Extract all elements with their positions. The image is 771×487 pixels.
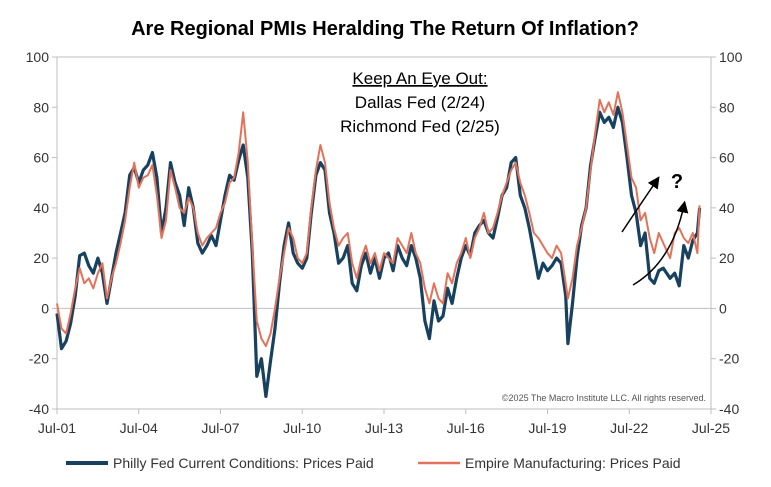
x-axis: Jul-01 Jul-04 Jul-07 Jul-10 Jul-13 Jul-16 Jul-… bbox=[38, 409, 730, 436]
y-tick-label-left: 0 bbox=[41, 300, 49, 316]
x-tick-label: Jul-19 bbox=[528, 420, 566, 436]
y-tick-label-left: 20 bbox=[33, 250, 49, 266]
series-layer bbox=[55, 91, 702, 398]
copyright-notice: ©2025 The Macro Institute LLC. All right… bbox=[502, 393, 706, 403]
trend-arrow-lower bbox=[632, 200, 689, 286]
legend: Philly Fed Current Conditions: Prices Pa… bbox=[66, 455, 681, 471]
y-axis-left: 100 80 60 40 20 0 -20 -40 bbox=[26, 49, 57, 417]
series-line-philly-fed bbox=[55, 105, 702, 398]
annotation: Keep An Eye Out: Dallas Fed (2/24) Richm… bbox=[340, 69, 500, 136]
y-tick-label-right: -40 bbox=[719, 401, 739, 417]
y-tick-label-left: 100 bbox=[26, 49, 50, 65]
trend-arrow-upper bbox=[621, 176, 660, 233]
x-tick-label: Jul-25 bbox=[692, 420, 730, 436]
y-tick-label-right: 40 bbox=[719, 200, 735, 216]
y-tick-label-right: 100 bbox=[719, 49, 743, 65]
trend-arrows: ? bbox=[621, 171, 689, 286]
annotation-line-dallas: Dallas Fed (2/24) bbox=[355, 93, 485, 112]
x-tick-label: Jul-10 bbox=[283, 420, 321, 436]
y-tick-label-right: -20 bbox=[719, 351, 739, 367]
question-mark: ? bbox=[671, 171, 683, 193]
y-tick-label-right: 20 bbox=[719, 250, 735, 266]
x-tick-label: Jul-13 bbox=[365, 420, 403, 436]
legend-label-philly: Philly Fed Current Conditions: Prices Pa… bbox=[113, 455, 374, 471]
y-tick-label-right: 60 bbox=[719, 150, 735, 166]
y-tick-label-left: 40 bbox=[33, 200, 49, 216]
series-line-empire bbox=[56, 91, 701, 348]
y-tick-label-right: 80 bbox=[719, 99, 735, 115]
y-tick-label-right: 0 bbox=[719, 300, 727, 316]
x-tick-label: Jul-22 bbox=[610, 420, 648, 436]
annotation-heading: Keep An Eye Out: bbox=[352, 69, 487, 88]
legend-label-empire: Empire Manufacturing: Prices Paid bbox=[465, 455, 681, 471]
y-tick-label-left: 60 bbox=[33, 150, 49, 166]
x-tick-label: Jul-01 bbox=[38, 420, 76, 436]
y-tick-label-left: 80 bbox=[33, 99, 49, 115]
chart-title: Are Regional PMIs Heralding The Return O… bbox=[131, 18, 639, 40]
x-tick-label: Jul-07 bbox=[201, 420, 239, 436]
y-tick-label-left: -40 bbox=[29, 401, 49, 417]
annotation-line-richmond: Richmond Fed (2/25) bbox=[340, 117, 500, 136]
y-axis-right: 100 80 60 40 20 0 -20 -40 bbox=[711, 49, 743, 417]
x-tick-label: Jul-04 bbox=[120, 420, 158, 436]
x-tick-label: Jul-16 bbox=[447, 420, 485, 436]
y-tick-label-left: -20 bbox=[29, 351, 49, 367]
